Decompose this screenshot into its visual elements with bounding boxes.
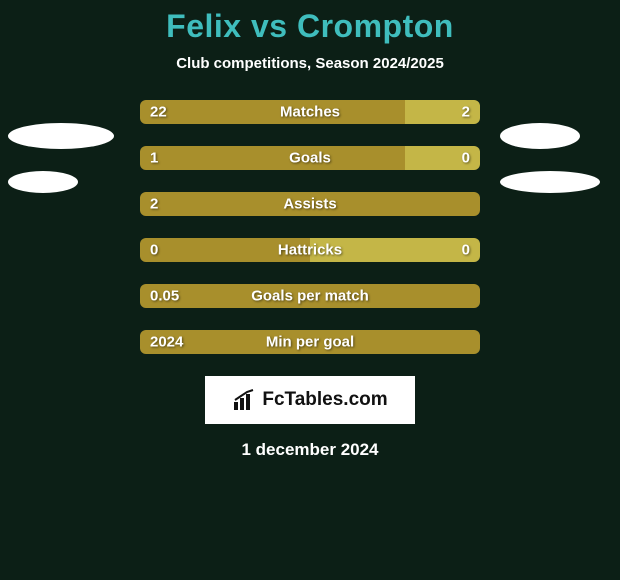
stat-label: Goals (289, 150, 331, 167)
stat-label: Goals per match (251, 288, 369, 305)
stat-bar: 2024 Min per goal (140, 330, 480, 354)
stat-label: Min per goal (266, 334, 354, 351)
page-title: Felix vs Crompton (0, 8, 620, 45)
stat-bar: 1 0 Goals (140, 146, 480, 170)
stat-bar: 0 0 Hattricks (140, 238, 480, 262)
snapshot-date: 1 december 2024 (0, 440, 620, 460)
bar-left-segment (140, 146, 405, 170)
stat-value-left: 2 (150, 196, 158, 213)
stat-value-left: 22 (150, 104, 167, 121)
stat-value-right: 2 (462, 104, 470, 121)
stat-value-left: 0.05 (150, 288, 179, 305)
stat-value-right: 0 (462, 150, 470, 167)
player2-name: Crompton (297, 8, 454, 44)
stat-row: 1 0 Goals (0, 146, 620, 170)
logo-text: FcTables.com (262, 389, 387, 411)
stat-label: Assists (283, 196, 336, 213)
stat-bar: 2 Assists (140, 192, 480, 216)
player2-marker (500, 171, 600, 193)
stat-value-right: 0 (462, 242, 470, 259)
player1-marker (8, 123, 114, 149)
chart-icon (232, 388, 256, 412)
stat-row: 222Matches (0, 100, 620, 124)
site-logo[interactable]: FcTables.com (205, 376, 415, 424)
stat-bar: 0.05 Goals per match (140, 284, 480, 308)
comparison-card: Felix vs Crompton Club competitions, Sea… (0, 0, 620, 460)
stat-row: 0 0 Hattricks (0, 238, 620, 262)
bar-left-segment (140, 100, 405, 124)
stat-row: 2 Assists (0, 192, 620, 216)
player1-name: Felix (166, 8, 241, 44)
stat-row: 0.05 Goals per match (0, 284, 620, 308)
stat-value-left: 0 (150, 242, 158, 259)
stat-label: Matches (280, 104, 340, 121)
stat-bar: 222Matches (140, 100, 480, 124)
player1-marker (8, 171, 78, 193)
stat-label: Hattricks (278, 242, 342, 259)
player2-marker (500, 123, 580, 149)
stat-row: 2024 Min per goal (0, 330, 620, 354)
subtitle: Club competitions, Season 2024/2025 (0, 55, 620, 72)
stat-value-left: 1 (150, 150, 158, 167)
vs-separator: vs (251, 8, 288, 44)
stat-value-left: 2024 (150, 334, 183, 351)
